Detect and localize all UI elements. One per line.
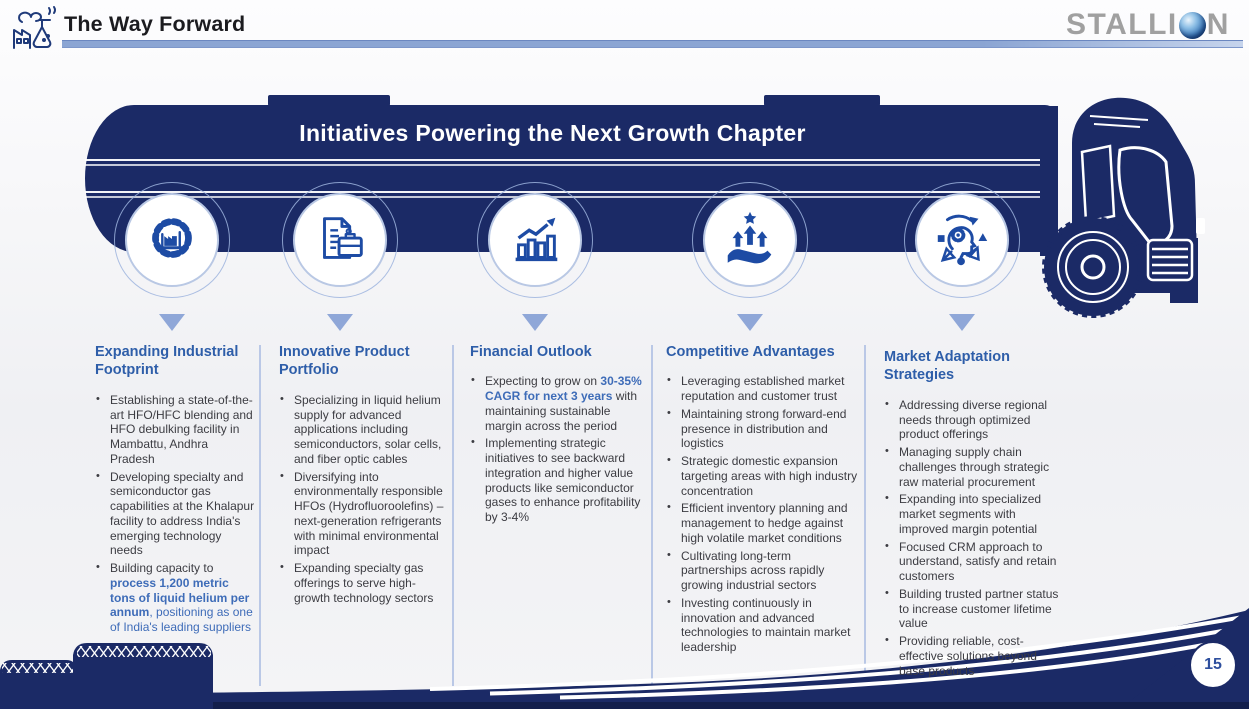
storage-tanks-graphic (0, 643, 213, 709)
brand-logo-text-left: STALLI (1066, 8, 1178, 41)
bullet-item: Building trusted partner status to incre… (884, 587, 1064, 631)
bullet-list: Leveraging established market reputation… (666, 374, 858, 655)
column-icon-circle (114, 182, 230, 298)
bullet-item: Cultivating long-term partnerships acros… (666, 549, 858, 593)
column-financial-outlook: Financial Outlook Expecting to grow on 3… (470, 343, 648, 528)
pointer-arrow-icon (159, 314, 185, 331)
column-divider (259, 345, 261, 686)
pointer-arrow-icon (949, 314, 975, 331)
pointer-arrow-icon (522, 314, 548, 331)
document-briefcase-icon (323, 217, 363, 259)
header-underline (62, 40, 1243, 48)
bullet-item: Specializing in liquid helium supply for… (279, 393, 449, 467)
factory-flask-icon (13, 6, 56, 49)
adaptive-mind-icon (937, 214, 988, 266)
bullet-item: Investing continuously in innovation and… (666, 596, 858, 655)
column-divider (452, 345, 454, 686)
bullet-item: Addressing diverse regional needs throug… (884, 398, 1064, 442)
pointer-arrow-icon (737, 314, 763, 331)
tanker-stripe (85, 164, 1058, 166)
bullet-list: Specializing in liquid helium supply for… (279, 393, 449, 606)
page-title: The Way Forward (64, 12, 246, 36)
brand-logo-text-right: N (1206, 8, 1230, 41)
column-icon-circle (477, 182, 593, 298)
banner-title: Initiatives Powering the Next Growth Cha… (299, 120, 806, 146)
growth-chart-icon (515, 217, 558, 262)
tanker-stripe (85, 159, 1058, 161)
brand-logo: STALLI N (1066, 8, 1230, 42)
bullet-item: Implementing strategic initiatives to se… (470, 436, 648, 525)
bullet-item: Maintaining strong forward-end presence … (666, 407, 858, 451)
column-icon-circle (282, 182, 398, 298)
column-icon-circle (904, 182, 1020, 298)
page-number-badge: 15 (1189, 641, 1237, 689)
bullet-item: Focused CRM approach to understand, sati… (884, 540, 1064, 584)
bullet-item: Developing specialty and semiconductor g… (95, 470, 255, 559)
bullet-item: Providing reliable, cost-effective solut… (884, 634, 1064, 678)
column-innovative-product-portfolio: Innovative Product Portfolio Specializin… (279, 343, 449, 608)
column-competitive-advantages: Competitive Advantages Leveraging establ… (666, 343, 858, 658)
column-icon-circle (692, 182, 808, 298)
bullet-item: Efficient inventory planning and managem… (666, 501, 858, 545)
globe-icon (1178, 11, 1206, 39)
bullet-item: Establishing a state-of-the-art HFO/HFC … (95, 393, 255, 467)
bullet-item: Leveraging established market reputation… (666, 374, 858, 404)
tanker-hatch (764, 95, 880, 106)
bullet-item: Expanding specialty gas offerings to ser… (279, 561, 449, 605)
truck-cab-graphic (1040, 97, 1205, 318)
column-divider (864, 345, 866, 686)
hand-growth-arrows-icon (727, 211, 772, 264)
tanker-hatch (268, 95, 390, 106)
pointer-arrow-icon (327, 314, 353, 331)
bullet-item: Building capacity to process 1,200 metri… (95, 561, 255, 635)
column-market-adaptation-strategies: Market Adaptation Strategies Addressing … (884, 348, 1064, 681)
bullet-list: Addressing diverse regional needs throug… (884, 398, 1064, 679)
page-number: 15 (1204, 656, 1222, 673)
column-divider (651, 345, 653, 686)
tanker-stripe (85, 191, 1058, 193)
bullet-list: Establishing a state-of-the-art HFO/HFC … (95, 393, 255, 635)
bullet-item: Expanding into specialized market segmen… (884, 492, 1064, 536)
column-heading: Financial Outlook (470, 344, 592, 360)
bullet-item: Strategic domestic expansion targeting a… (666, 454, 858, 498)
bullet-item: Diversifying into environmentally respon… (279, 470, 449, 559)
bullet-item: Managing supply chain challenges through… (884, 445, 1064, 489)
column-heading: Innovative Product Portfolio (279, 344, 410, 379)
column-expanding-industrial-footprint: Expanding Industrial Footprint Establish… (95, 343, 255, 638)
column-heading: Market Adaptation Strategies (884, 349, 1010, 384)
column-heading: Competitive Advantages (666, 344, 835, 360)
gear-factory-icon (152, 218, 192, 258)
column-heading: Expanding Industrial Footprint (95, 344, 239, 379)
bullet-list: Expecting to grow on 30-35% CAGR for nex… (470, 374, 648, 525)
bullet-item: Expecting to grow on 30-35% CAGR for nex… (470, 374, 648, 433)
